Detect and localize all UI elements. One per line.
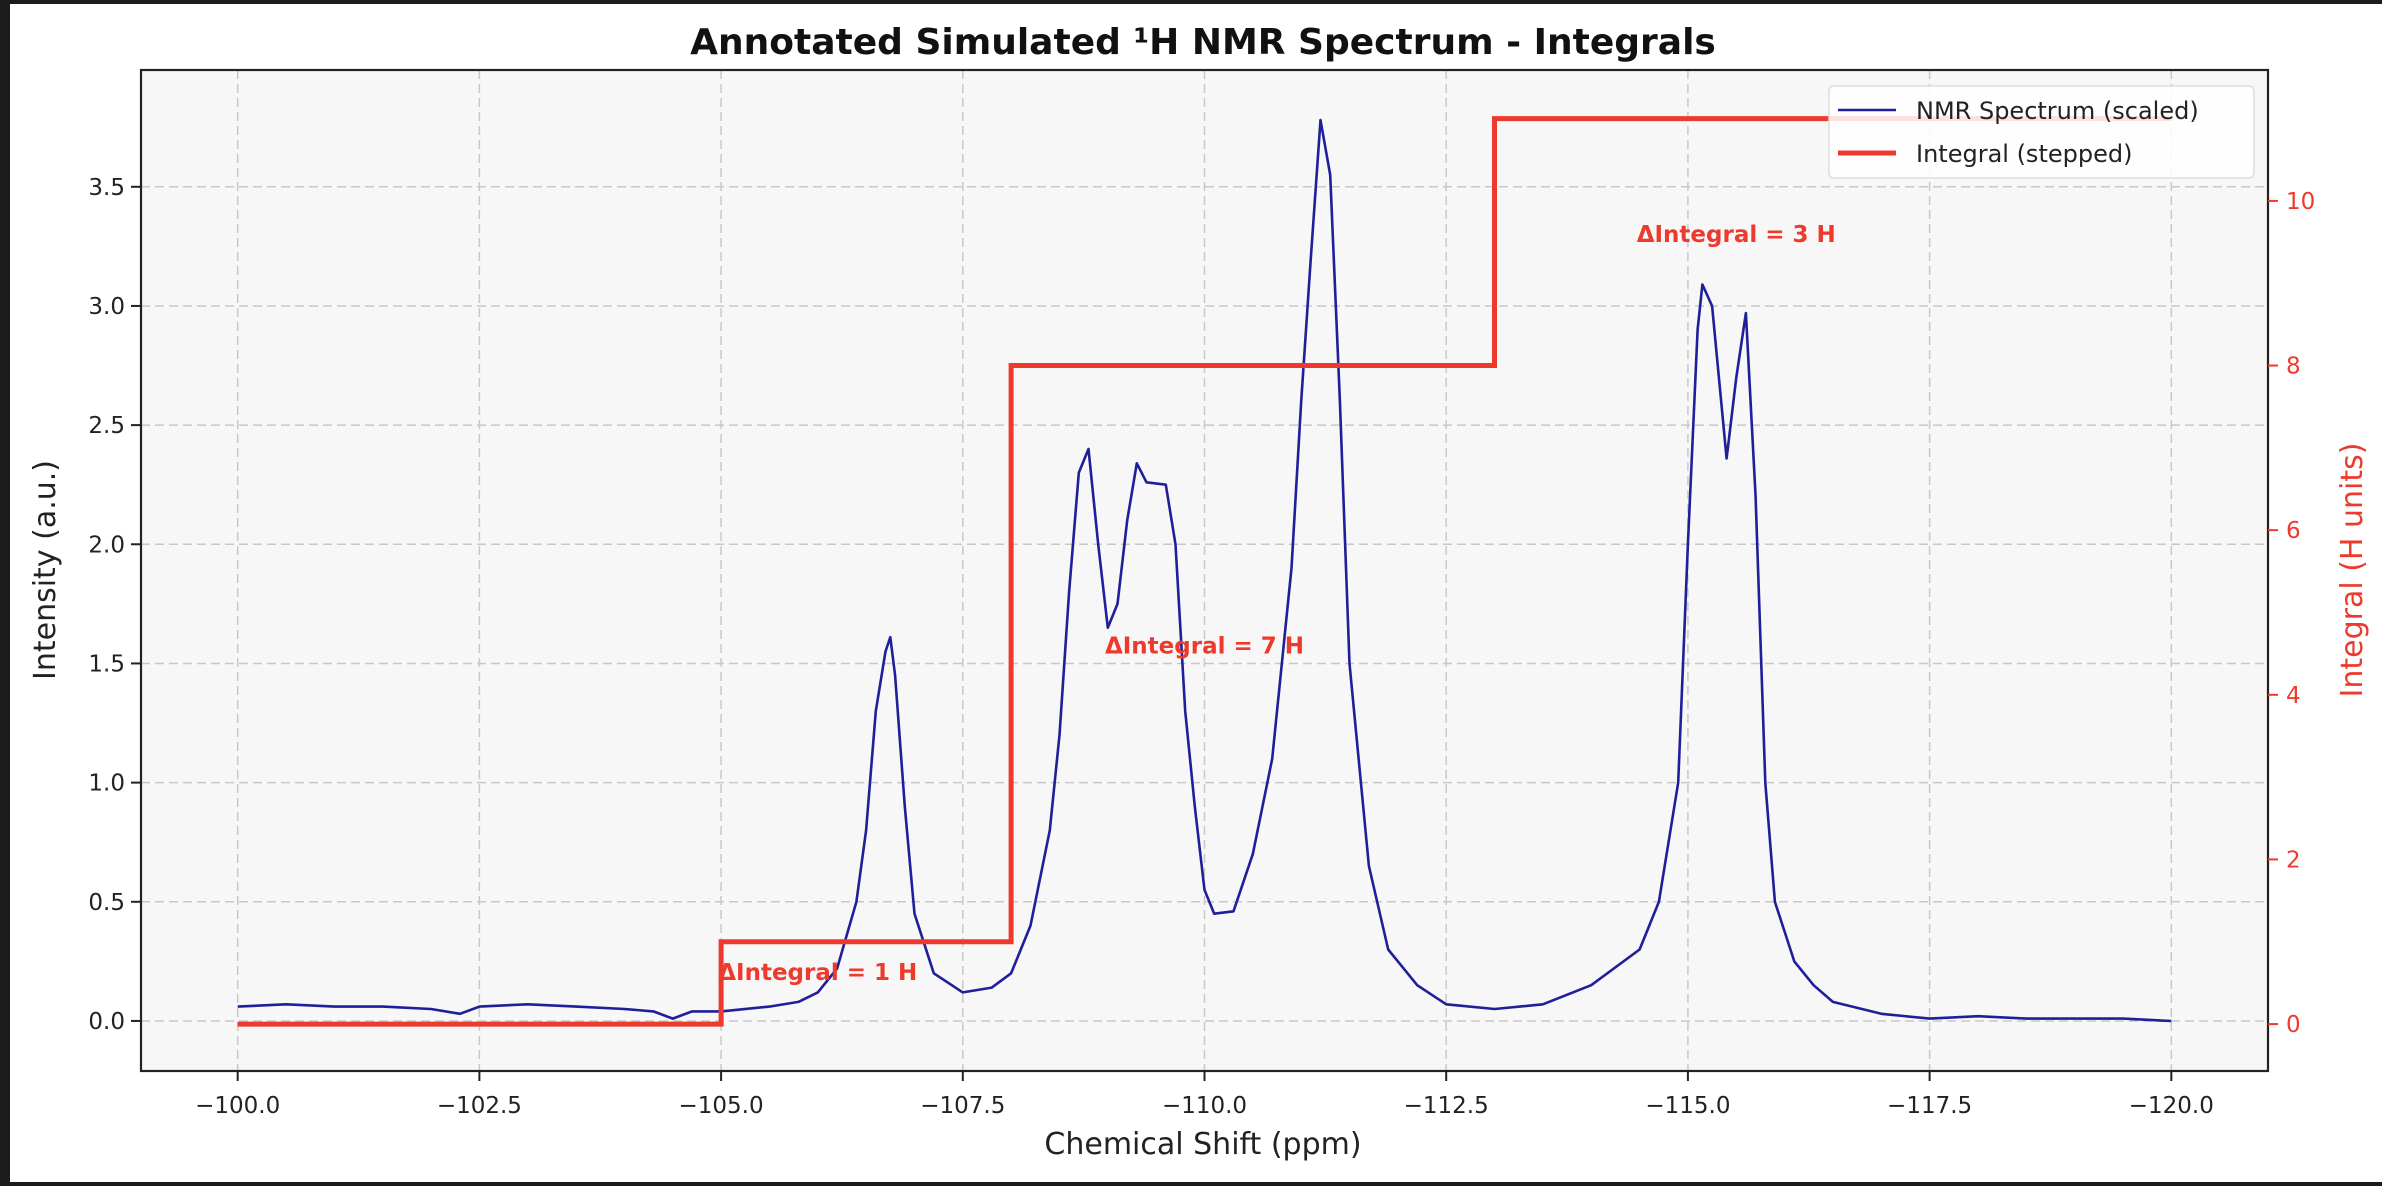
y-tick-label: 1.0 (88, 771, 125, 797)
y-tick-label: 2.5 (88, 413, 125, 439)
y-axis-right-label: Integral (H units) (2335, 443, 2370, 698)
x-axis-label: Chemical Shift (ppm) (1044, 1127, 1361, 1162)
y-tick-label: 3.5 (88, 175, 125, 201)
integral-annotation: ΔIntegral = 1 H (718, 960, 917, 986)
y-right-tick-label: 2 (2286, 847, 2301, 873)
y-axis-left: 0.0 0.5 1.0 1.5 2.0 2.5 3.0 3.5 (88, 175, 141, 1035)
legend-box (1828, 85, 2255, 179)
legend-spectrum-label: NMR Spectrum (scaled) (1916, 97, 2199, 125)
x-tick-label: −100.0 (195, 1093, 280, 1119)
y-tick-label: 1.5 (88, 651, 125, 677)
series-nmr-spectrum (237, 118, 2172, 1023)
window-frame-left (0, 0, 10, 1186)
x-tick-label: −117.5 (1887, 1093, 1972, 1119)
y-tick-label: 0.0 (88, 1009, 125, 1035)
x-tick-label: −115.0 (1645, 1093, 1730, 1119)
y-right-tick-label: 4 (2286, 683, 2301, 709)
grid (141, 70, 2268, 1071)
y-right-tick-label: 0 (2286, 1012, 2301, 1038)
annotations: ΔIntegral = 1 H ΔIntegral = 7 H ΔIntegral … (718, 222, 1836, 986)
x-axis: −100.0 −102.5 −105.0 −107.5 −110.0 −112.5 −115… (195, 1071, 2214, 1119)
y-tick-label: 2.0 (88, 532, 125, 558)
y-tick-label: 0.5 (88, 890, 125, 916)
x-tick-label: −110.0 (1162, 1093, 1247, 1119)
x-tick-label: −105.0 (679, 1093, 764, 1119)
y-axis-label: Intensity (a.u.) (28, 460, 63, 680)
x-tick-label: −120.0 (2129, 1093, 2214, 1119)
y-right-tick-label: 6 (2286, 518, 2301, 544)
window-frame-top (0, 0, 2382, 4)
x-tick-label: −102.5 (437, 1093, 522, 1119)
series-integral (237, 116, 2172, 1027)
legend-integral-label: Integral (stepped) (1916, 140, 2132, 168)
y-right-tick-label: 10 (2286, 189, 2315, 215)
y-axis-right: 0 2 4 6 8 10 (2268, 189, 2315, 1038)
y-tick-label: 3.0 (88, 294, 125, 320)
integral-annotation: ΔIntegral = 7 H (1105, 633, 1304, 659)
window-frame-bottom (0, 1182, 2382, 1186)
plot-area (141, 70, 2268, 1071)
x-tick-label: −107.5 (920, 1093, 1005, 1119)
integral-annotation: ΔIntegral = 3 H (1637, 222, 1836, 248)
chart-title: Annotated Simulated ¹H NMR Spectrum - In… (690, 22, 1716, 63)
y-right-tick-label: 8 (2286, 354, 2301, 380)
legend: NMR Spectrum (scaled) Integral (stepped) (1828, 85, 2255, 179)
x-tick-label: −112.5 (1404, 1093, 1489, 1119)
